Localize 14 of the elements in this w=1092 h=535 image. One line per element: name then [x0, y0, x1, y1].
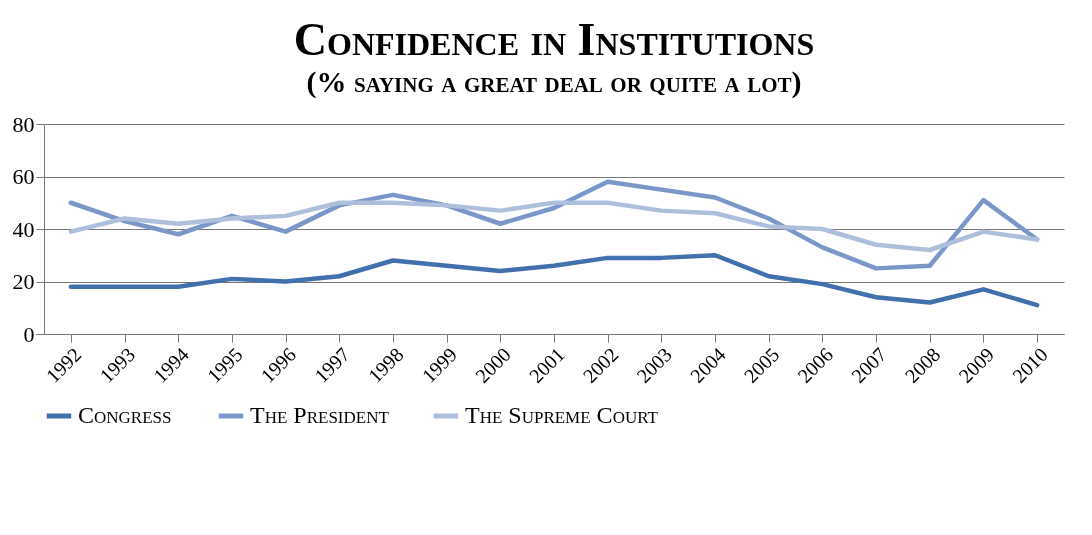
legend-label: The President: [250, 402, 390, 428]
y-tick-label: 80: [12, 111, 35, 137]
line-series: [68, 253, 1040, 308]
line-series: [68, 200, 1040, 253]
x-tick-label: 1992: [41, 343, 86, 387]
y-tick-label: 60: [12, 164, 35, 189]
chart-subtitle: (% saying a great deal or quite a lot): [306, 65, 802, 99]
legend-label: The Supreme Court: [465, 402, 659, 428]
legend-label: Congress: [78, 402, 172, 428]
y-tick-label: 20: [12, 269, 35, 294]
chart-title: Confidence in Institutions: [293, 14, 815, 65]
y-tick-label: 40: [12, 216, 35, 242]
y-tick-label: 0: [23, 321, 35, 347]
x-tick-label: 1999: [417, 343, 462, 387]
